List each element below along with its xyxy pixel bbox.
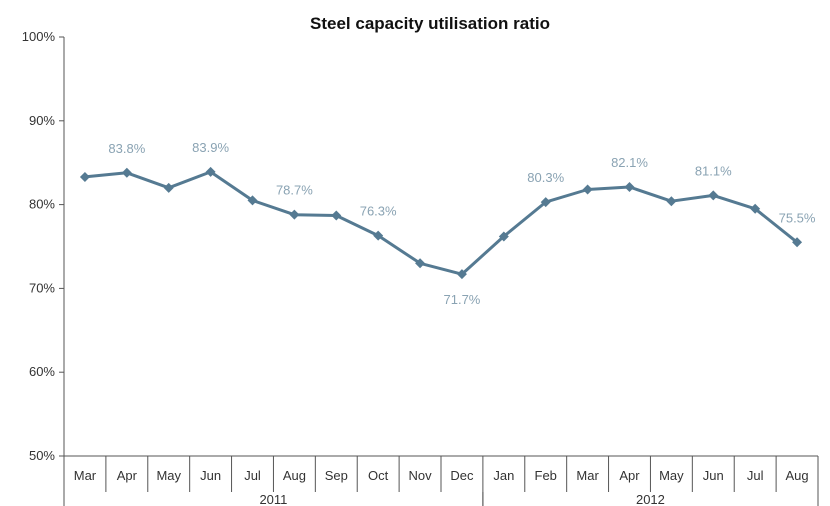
x-tick-label: Nov [408,468,432,483]
chart-title: Steel capacity utilisation ratio [310,14,550,33]
data-label: 81.1% [695,163,732,178]
data-point-marker [331,210,342,221]
group-label: 2012 [636,492,665,506]
x-tick-label: Aug [283,468,306,483]
x-tick-label: Mar [576,468,599,483]
data-label: 80.3% [527,170,564,185]
data-point-marker [247,195,258,206]
x-tick-label: Aug [785,468,808,483]
group-label: 2011 [259,492,287,506]
y-tick-label: 100% [22,29,56,44]
y-tick-label: 80% [29,197,55,212]
x-tick-label: Jul [244,468,261,483]
data-point-marker [540,197,551,208]
x-tick-label: May [156,468,181,483]
data-label: 76.3% [360,204,397,219]
data-point-marker [456,269,467,280]
data-point-marker [79,171,90,182]
x-tick-label: Apr [117,468,138,483]
y-tick-label: 50% [29,448,55,463]
x-tick-label: Sep [325,468,348,483]
x-tick-label: Mar [74,468,97,483]
x-tick-label: Oct [368,468,389,483]
data-point-marker [373,230,384,241]
data-label: 83.9% [192,140,229,155]
data-point-marker [205,166,216,177]
data-point-marker [582,184,593,195]
y-tick-label: 70% [29,280,55,295]
data-point-marker [289,209,300,220]
x-tick-label: Jun [703,468,724,483]
data-label: 71.7% [444,292,481,307]
data-point-marker [624,182,635,193]
data-point-marker [750,203,761,214]
data-point-marker [498,231,509,242]
x-tick-label: Jul [747,468,764,483]
data-point-marker [415,258,426,269]
x-tick-label: Dec [450,468,474,483]
data-point-marker [708,190,719,201]
x-tick-label: Jun [200,468,221,483]
data-point-marker [121,167,132,178]
x-tick-label: Apr [619,468,640,483]
data-label: 82.1% [611,155,648,170]
data-label: 75.5% [779,210,816,225]
data-label: 83.8% [108,141,145,156]
x-tick-label: Jan [493,468,514,483]
x-tick-label: Feb [535,468,557,483]
y-tick-label: 90% [29,113,55,128]
data-point-marker [666,196,677,207]
data-point-marker [792,237,803,248]
data-label: 78.7% [276,183,313,198]
x-tick-label: May [659,468,684,483]
series-line [84,170,799,276]
data-point-marker [163,182,174,193]
y-tick-label: 60% [29,364,55,379]
